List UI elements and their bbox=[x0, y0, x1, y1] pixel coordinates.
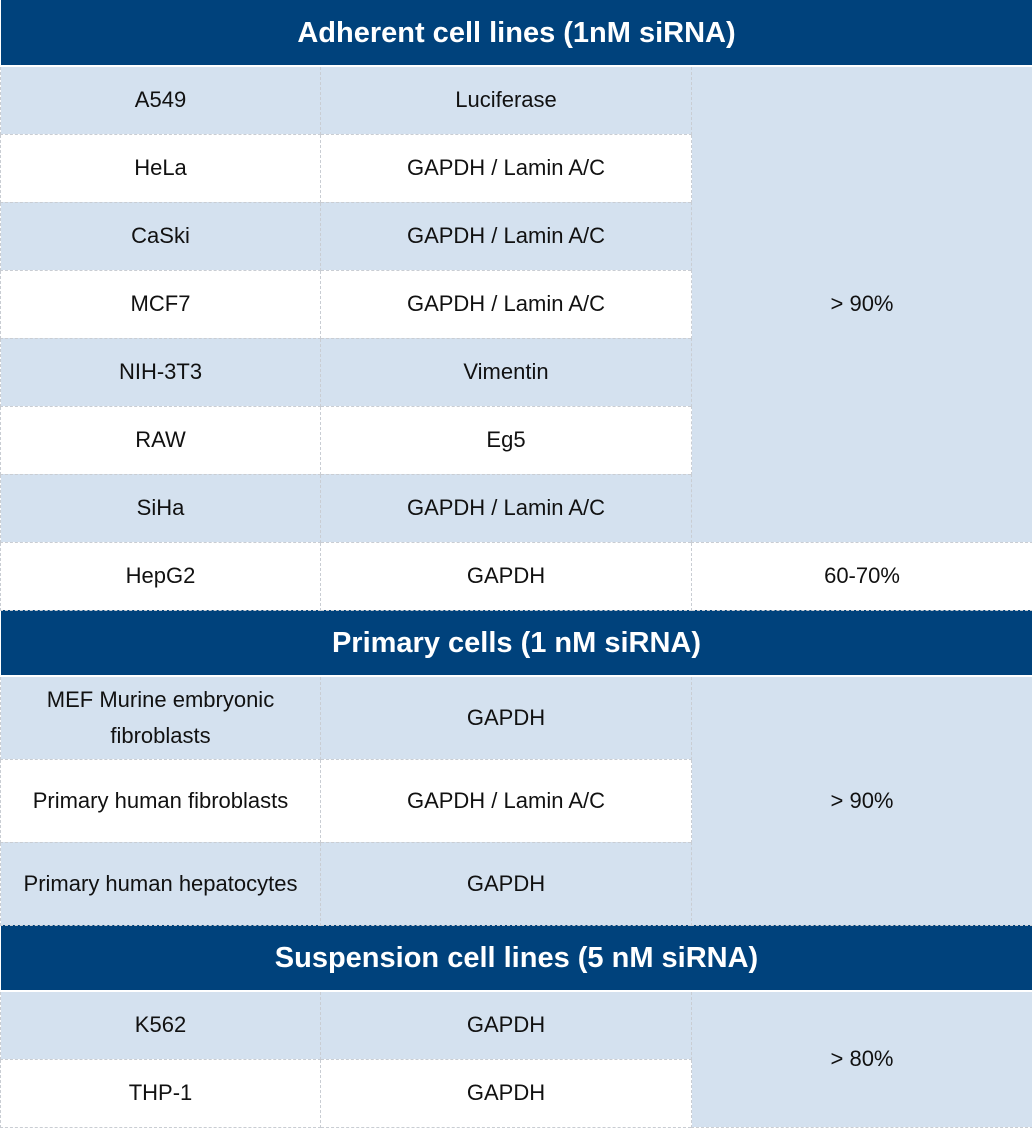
table-row: THP-1 GAPDH bbox=[0, 1058, 1032, 1128]
target-gene: GAPDH bbox=[320, 675, 692, 760]
target-gene: GAPDH bbox=[320, 541, 692, 611]
table-row: NIH-3T3 Vimentin bbox=[0, 337, 1032, 407]
cell-line: HepG2 bbox=[0, 541, 321, 611]
target-gene: GAPDH / Lamin A/C bbox=[320, 201, 692, 271]
table-row: Primary human fibroblasts GAPDH / Lamin A… bbox=[0, 758, 1032, 843]
table-row: HeLa GAPDH / Lamin A/C bbox=[0, 133, 1032, 203]
table-row: CaSki GAPDH / Lamin A/C bbox=[0, 201, 1032, 271]
table-row: A549 Luciferase > 90% bbox=[0, 65, 1032, 543]
section-title: Adherent cell lines (1nM siRNA) bbox=[0, 0, 1032, 67]
section-title: Primary cells (1 nM siRNA) bbox=[0, 610, 1032, 677]
section-header: Primary cells (1 nM siRNA) bbox=[0, 610, 1032, 677]
cell-line: SiHa bbox=[0, 473, 321, 543]
target-gene: GAPDH / Lamin A/C bbox=[320, 133, 692, 203]
target-gene: GAPDH bbox=[320, 841, 692, 926]
table-row: Primary human hepatocytes GAPDH bbox=[0, 841, 1032, 926]
cell-line: MCF7 bbox=[0, 269, 321, 339]
target-gene: Luciferase bbox=[320, 65, 692, 135]
section-header: Adherent cell lines (1nM siRNA) bbox=[0, 0, 1032, 67]
table-row: HepG2 GAPDH 60-70% bbox=[0, 541, 1032, 611]
cell-line: CaSki bbox=[0, 201, 321, 271]
cell-line: RAW bbox=[0, 405, 321, 475]
cell-line: MEF Murine embryonic fibroblasts bbox=[0, 675, 321, 760]
target-gene: GAPDH bbox=[320, 990, 692, 1060]
section-header: Suspension cell lines (5 nM siRNA) bbox=[0, 925, 1032, 992]
knockdown-efficiency: > 90% bbox=[691, 675, 1032, 926]
table-row: MCF7 GAPDH / Lamin A/C bbox=[0, 269, 1032, 339]
cell-line: NIH-3T3 bbox=[0, 337, 321, 407]
cell-line: HeLa bbox=[0, 133, 321, 203]
table-row: SiHa GAPDH / Lamin A/C bbox=[0, 473, 1032, 543]
knockdown-efficiency: 60-70% bbox=[691, 541, 1032, 611]
cell-line: Primary human fibroblasts bbox=[0, 758, 321, 843]
target-gene: Vimentin bbox=[320, 337, 692, 407]
cell-line: THP-1 bbox=[0, 1058, 321, 1128]
cell-line: Primary human hepatocytes bbox=[0, 841, 321, 926]
knockdown-efficiency: > 80% bbox=[691, 990, 1032, 1128]
table-row: RAW Eg5 bbox=[0, 405, 1032, 475]
target-gene: Eg5 bbox=[320, 405, 692, 475]
target-gene: GAPDH / Lamin A/C bbox=[320, 758, 692, 843]
target-gene: GAPDH / Lamin A/C bbox=[320, 473, 692, 543]
cell-line: K562 bbox=[0, 990, 321, 1060]
target-gene: GAPDH bbox=[320, 1058, 692, 1128]
target-gene: GAPDH / Lamin A/C bbox=[320, 269, 692, 339]
knockdown-efficiency: > 90% bbox=[691, 65, 1032, 543]
section-title: Suspension cell lines (5 nM siRNA) bbox=[0, 925, 1032, 992]
cell-line: A549 bbox=[0, 65, 321, 135]
table-row: K562 GAPDH > 80% bbox=[0, 990, 1032, 1128]
table-row: MEF Murine embryonic fibroblasts GAPDH > 9… bbox=[0, 675, 1032, 926]
